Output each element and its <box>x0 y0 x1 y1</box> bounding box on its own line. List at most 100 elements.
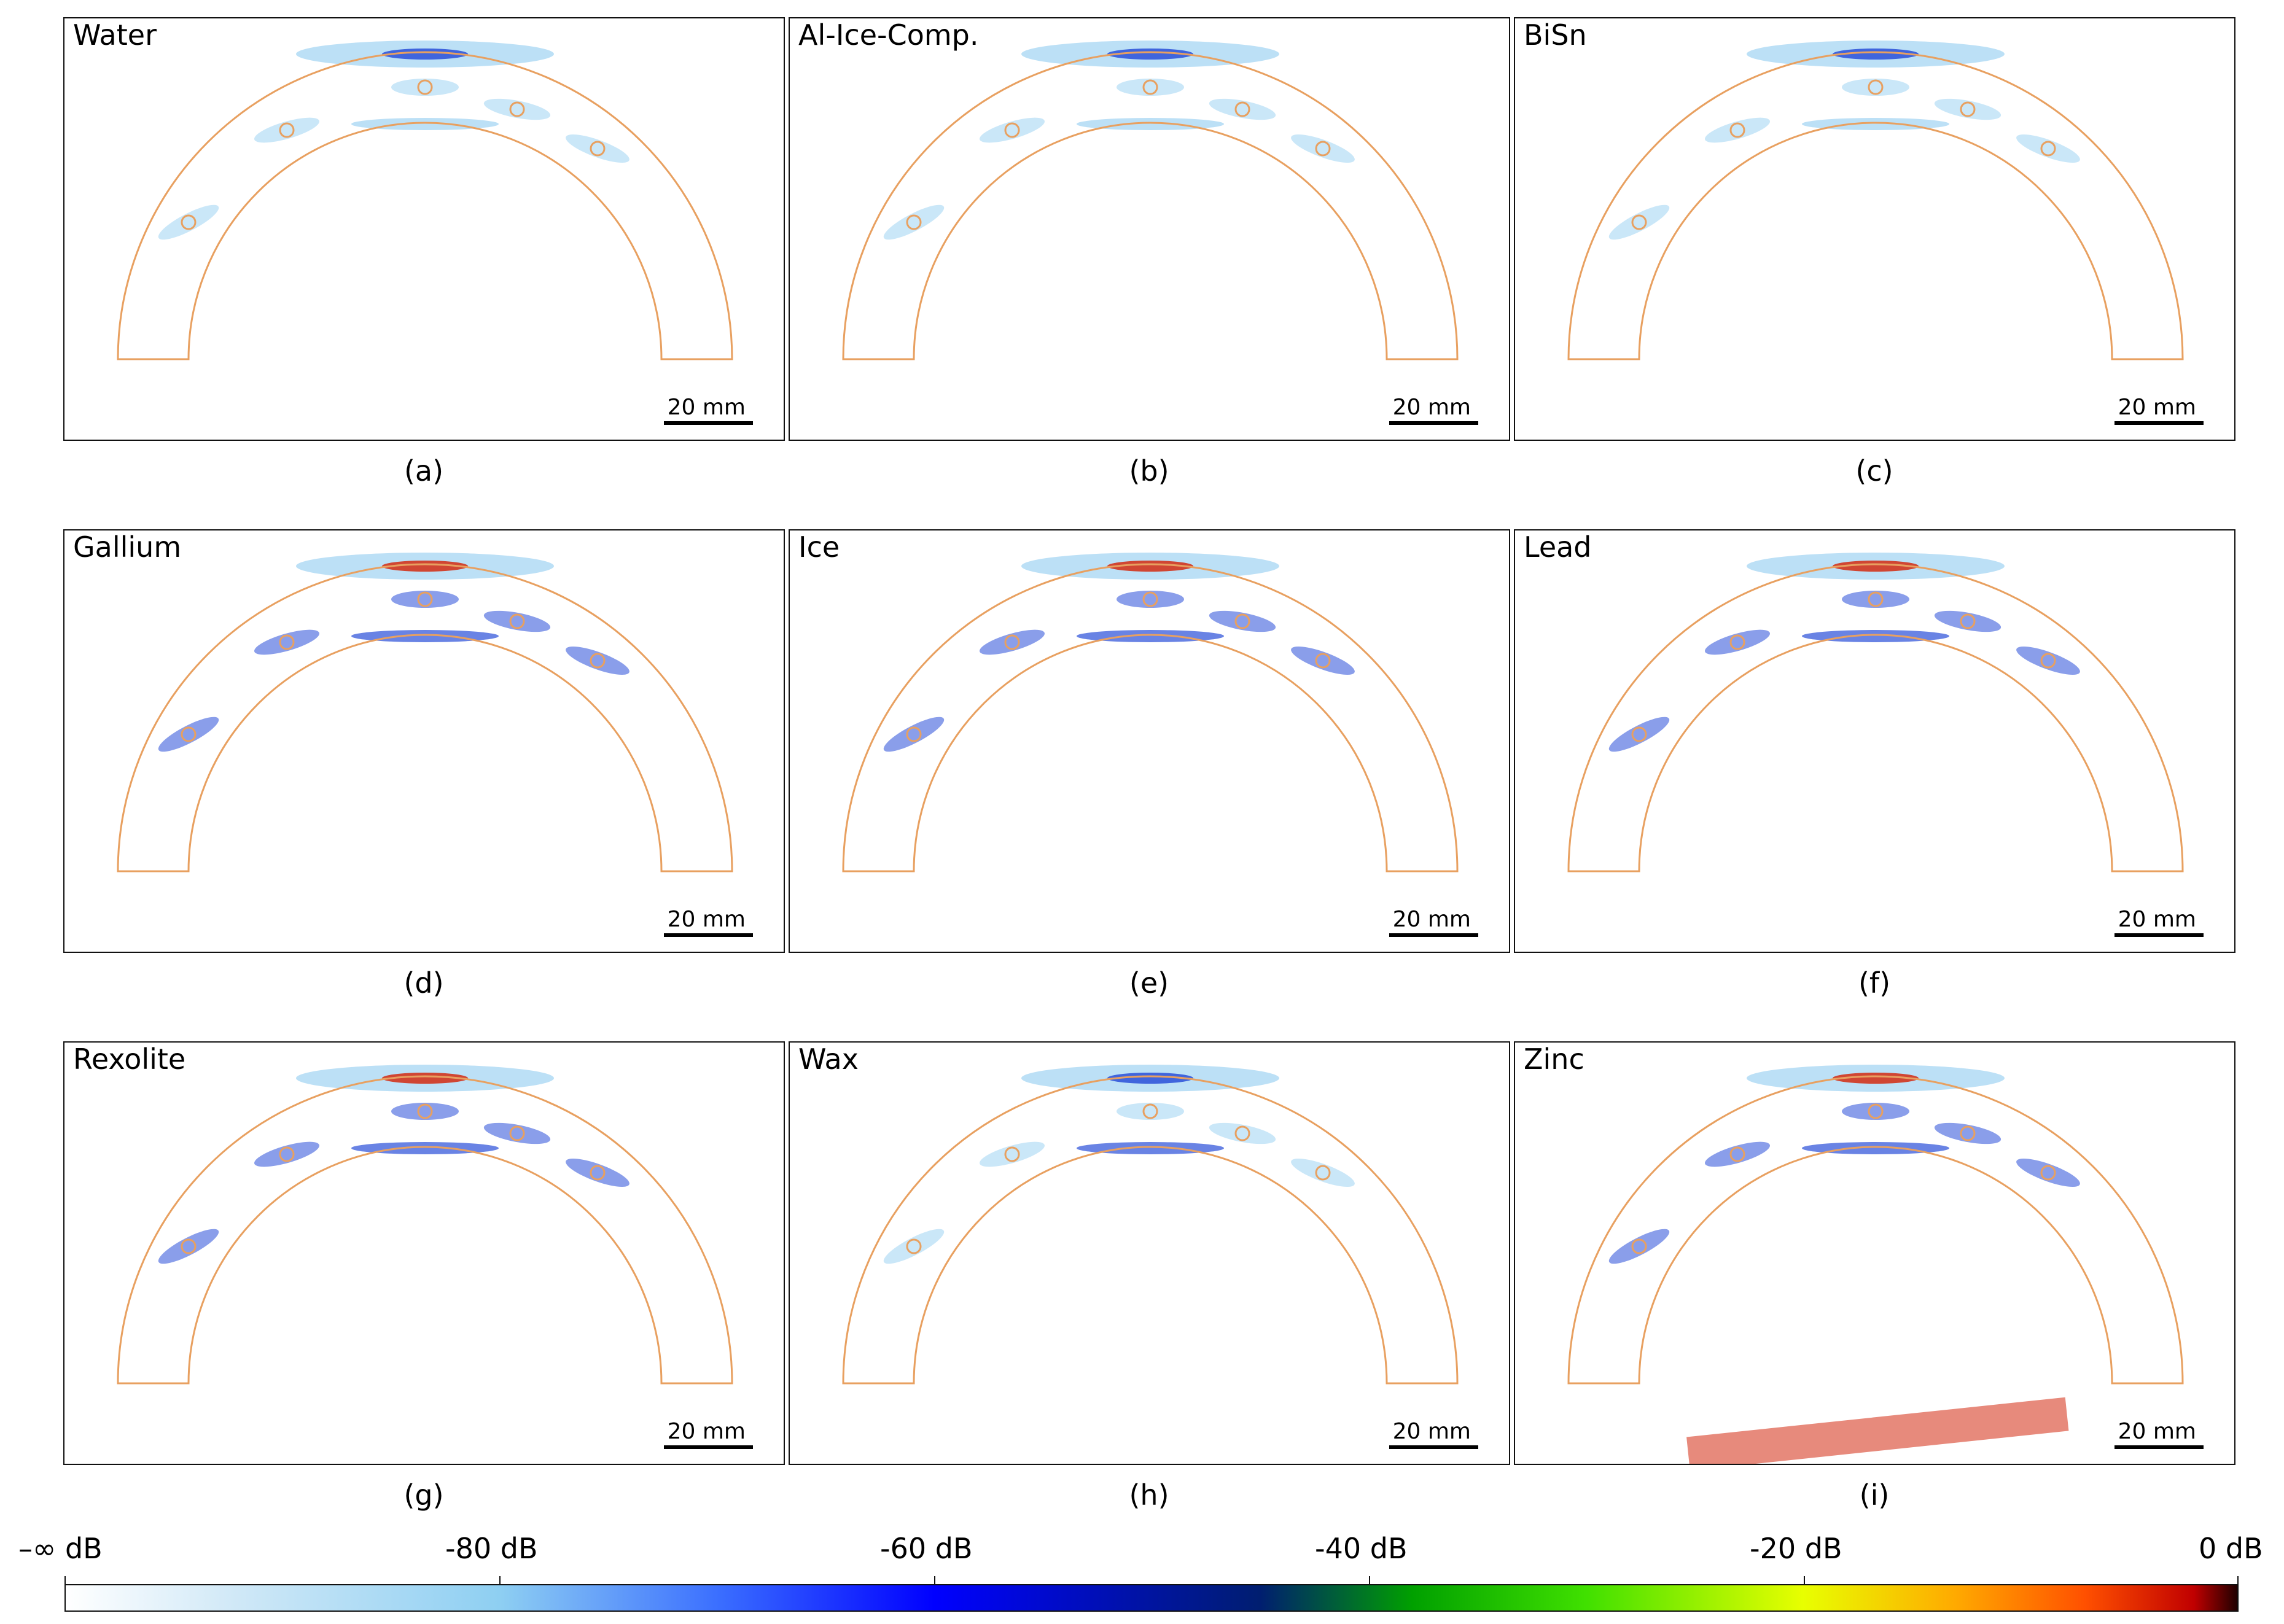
hole-marker <box>1729 1146 1745 1162</box>
hole-marker <box>279 1146 295 1162</box>
hole-marker <box>906 1238 922 1254</box>
hole-marker <box>1004 122 1020 138</box>
hole-echo <box>2016 134 2080 163</box>
backwall-echo <box>1686 1397 2069 1464</box>
hole-marker <box>1315 653 1331 669</box>
caption: (d) <box>403 966 444 1000</box>
colorbar-label: –∞ dB <box>18 1532 103 1565</box>
hole-echo <box>980 1141 1045 1167</box>
reflection-band <box>1802 1142 1949 1154</box>
hole-echo <box>254 1141 319 1167</box>
hole-echo <box>158 717 219 752</box>
hole-marker <box>2040 653 2056 669</box>
caption: (e) <box>1129 966 1169 1000</box>
hole-marker <box>1004 634 1020 650</box>
panel-ice: Ice 20 mm <box>789 529 1510 953</box>
panel-title: Water <box>73 18 157 52</box>
hole-marker <box>417 591 433 607</box>
hole-echo <box>1291 1158 1355 1187</box>
hole-echo <box>1291 134 1355 163</box>
specimen-outline <box>842 51 1459 360</box>
hole-echo <box>1209 98 1276 120</box>
colorbar-label: -80 dB <box>445 1532 538 1565</box>
scalebar-label: 20 mm <box>667 1419 746 1444</box>
hole-echo <box>1117 79 1184 96</box>
ultrasound-image <box>842 41 1459 360</box>
scalebar <box>664 421 753 425</box>
hole-marker <box>1960 101 1976 117</box>
reflection-band <box>1077 630 1224 642</box>
hole-echo <box>1705 117 1770 143</box>
hole-echo <box>980 629 1045 655</box>
ultrasound-image <box>1567 553 2184 872</box>
hole-echo <box>1608 204 1670 240</box>
hole-marker <box>1868 1103 1884 1119</box>
reflection-band <box>1802 118 1949 130</box>
scalebar-label: 20 mm <box>1392 1419 1471 1444</box>
hole-marker <box>2040 1165 2056 1181</box>
colorbar-label: -20 dB <box>1750 1532 1842 1565</box>
hole-marker <box>906 726 922 742</box>
caption: (g) <box>403 1478 444 1512</box>
hole-echo <box>883 717 945 752</box>
reflection-band <box>351 630 499 642</box>
reflection-band <box>1802 630 1949 642</box>
reflection-peak <box>1833 1073 1919 1084</box>
ultrasound-image <box>117 41 733 360</box>
scalebar-label: 20 mm <box>667 395 746 420</box>
hole-echo <box>1117 591 1184 608</box>
ultrasound-image <box>842 1065 1459 1385</box>
scalebar-label: 20 mm <box>2118 1419 2196 1444</box>
reflection-band <box>1077 118 1224 130</box>
panel-al-ice-comp: Al-Ice-Comp. 20 mm <box>789 17 1510 441</box>
hole-echo <box>1842 591 1909 608</box>
reflection-peak <box>1107 1073 1193 1084</box>
caption: (h) <box>1129 1478 1169 1512</box>
hole-marker <box>1315 1165 1331 1181</box>
reflection-peak <box>1833 561 1919 572</box>
hole-marker <box>2040 141 2056 157</box>
scalebar <box>1389 1445 1478 1449</box>
specimen-outline <box>1567 1075 2184 1385</box>
hole-marker <box>1234 101 1250 117</box>
reflection-band <box>351 1142 499 1154</box>
panel-water: Water 20 mm <box>63 17 785 441</box>
caption: (c) <box>1855 454 1893 488</box>
hole-marker <box>1315 141 1331 157</box>
hole-echo <box>1934 98 2001 120</box>
hole-echo <box>1842 79 1909 96</box>
colorbar-tick <box>934 1576 935 1585</box>
reflection-band <box>1077 1142 1224 1154</box>
hole-marker <box>279 634 295 650</box>
hole-echo <box>2016 646 2080 675</box>
hole-marker <box>1729 634 1745 650</box>
hole-echo <box>1705 1141 1770 1167</box>
caption: (i) <box>1859 1478 1890 1512</box>
hole-echo <box>391 591 459 608</box>
hole-marker <box>1004 1146 1020 1162</box>
hole-echo <box>1117 1103 1184 1120</box>
panel-title: Al-Ice-Comp. <box>798 18 979 52</box>
panel-bisn: BiSn 20 mm <box>1514 17 2235 441</box>
panel-title: Zinc <box>1524 1043 1584 1076</box>
scalebar <box>2114 1445 2204 1449</box>
scalebar-label: 20 mm <box>2118 395 2196 420</box>
hole-echo <box>1209 1122 1276 1144</box>
hole-marker <box>1960 613 1976 629</box>
scalebar <box>664 933 753 937</box>
specimen-outline <box>1567 51 2184 360</box>
colorbar <box>64 1584 2239 1612</box>
specimen-outline <box>117 1075 733 1385</box>
hole-echo <box>483 610 551 632</box>
scalebar-label: 20 mm <box>2118 907 2196 932</box>
hole-marker <box>1142 1103 1158 1119</box>
specimen-outline <box>1567 563 2184 872</box>
caption: (f) <box>1858 966 1891 1000</box>
hole-marker <box>590 141 606 157</box>
panel-title: Ice <box>798 530 840 564</box>
hole-echo <box>254 629 319 655</box>
ultrasound-image <box>1567 41 2184 360</box>
reflection-peak <box>382 1073 468 1084</box>
hole-marker <box>590 653 606 669</box>
hole-echo <box>1842 1103 1909 1120</box>
